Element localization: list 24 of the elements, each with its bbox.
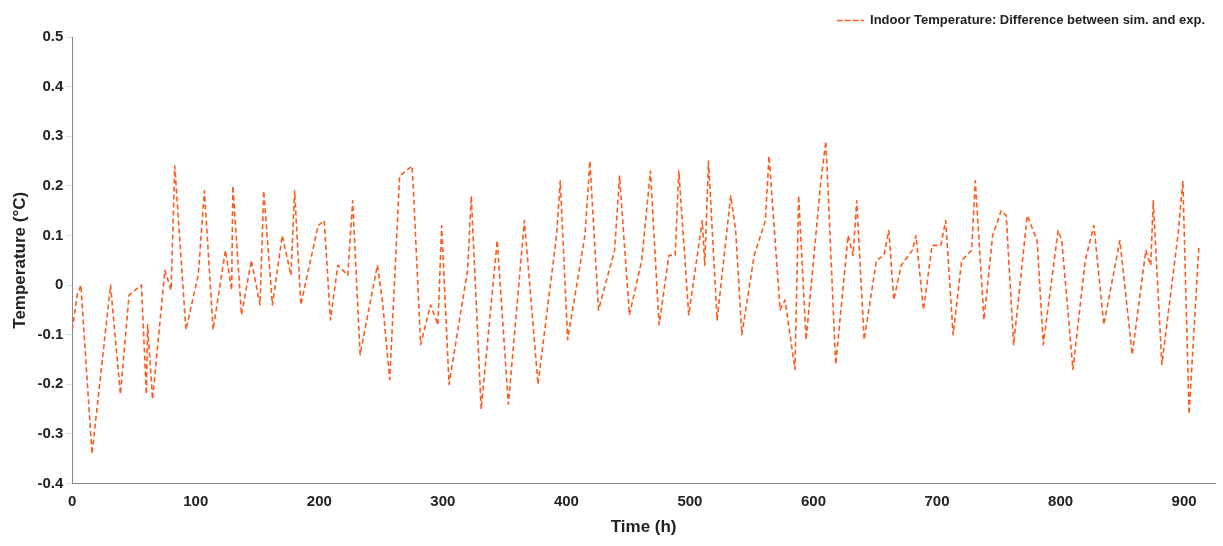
y-tick-label: 0.2 (42, 176, 64, 194)
line-series (72, 140, 1200, 455)
y-tick-label: -0.1 (37, 324, 64, 342)
y-tick-label: 0.1 (42, 225, 64, 243)
y-tick-label: -0.4 (37, 473, 64, 491)
x-tick-label: 800 (1048, 491, 1074, 509)
y-tick-label: 0.5 (42, 27, 64, 45)
legend-label: Indoor Temperature: Difference between sim. and exp. (870, 12, 1206, 28)
x-axis-title: Time (h) (610, 517, 677, 537)
x-tick-label: 900 (1171, 491, 1197, 509)
x-tick-label: 0 (68, 491, 77, 509)
y-axis-title: Temperature (°C) (9, 191, 29, 329)
x-tick-label: 300 (430, 491, 456, 509)
x-tick-label: 200 (306, 491, 332, 509)
x-tick-label: 600 (800, 491, 827, 509)
y-tick-label: 0.3 (42, 126, 64, 144)
x-tick-label: 700 (924, 491, 950, 509)
y-tick-label: -0.2 (37, 374, 64, 392)
x-tick-label: 400 (553, 491, 579, 509)
x-tick-label: 500 (677, 491, 703, 509)
x-tick-label: 100 (183, 491, 209, 509)
y-tick-label: -0.3 (37, 424, 64, 442)
y-tick-label: 0.4 (42, 76, 64, 94)
y-tick-label: 0 (54, 275, 64, 293)
